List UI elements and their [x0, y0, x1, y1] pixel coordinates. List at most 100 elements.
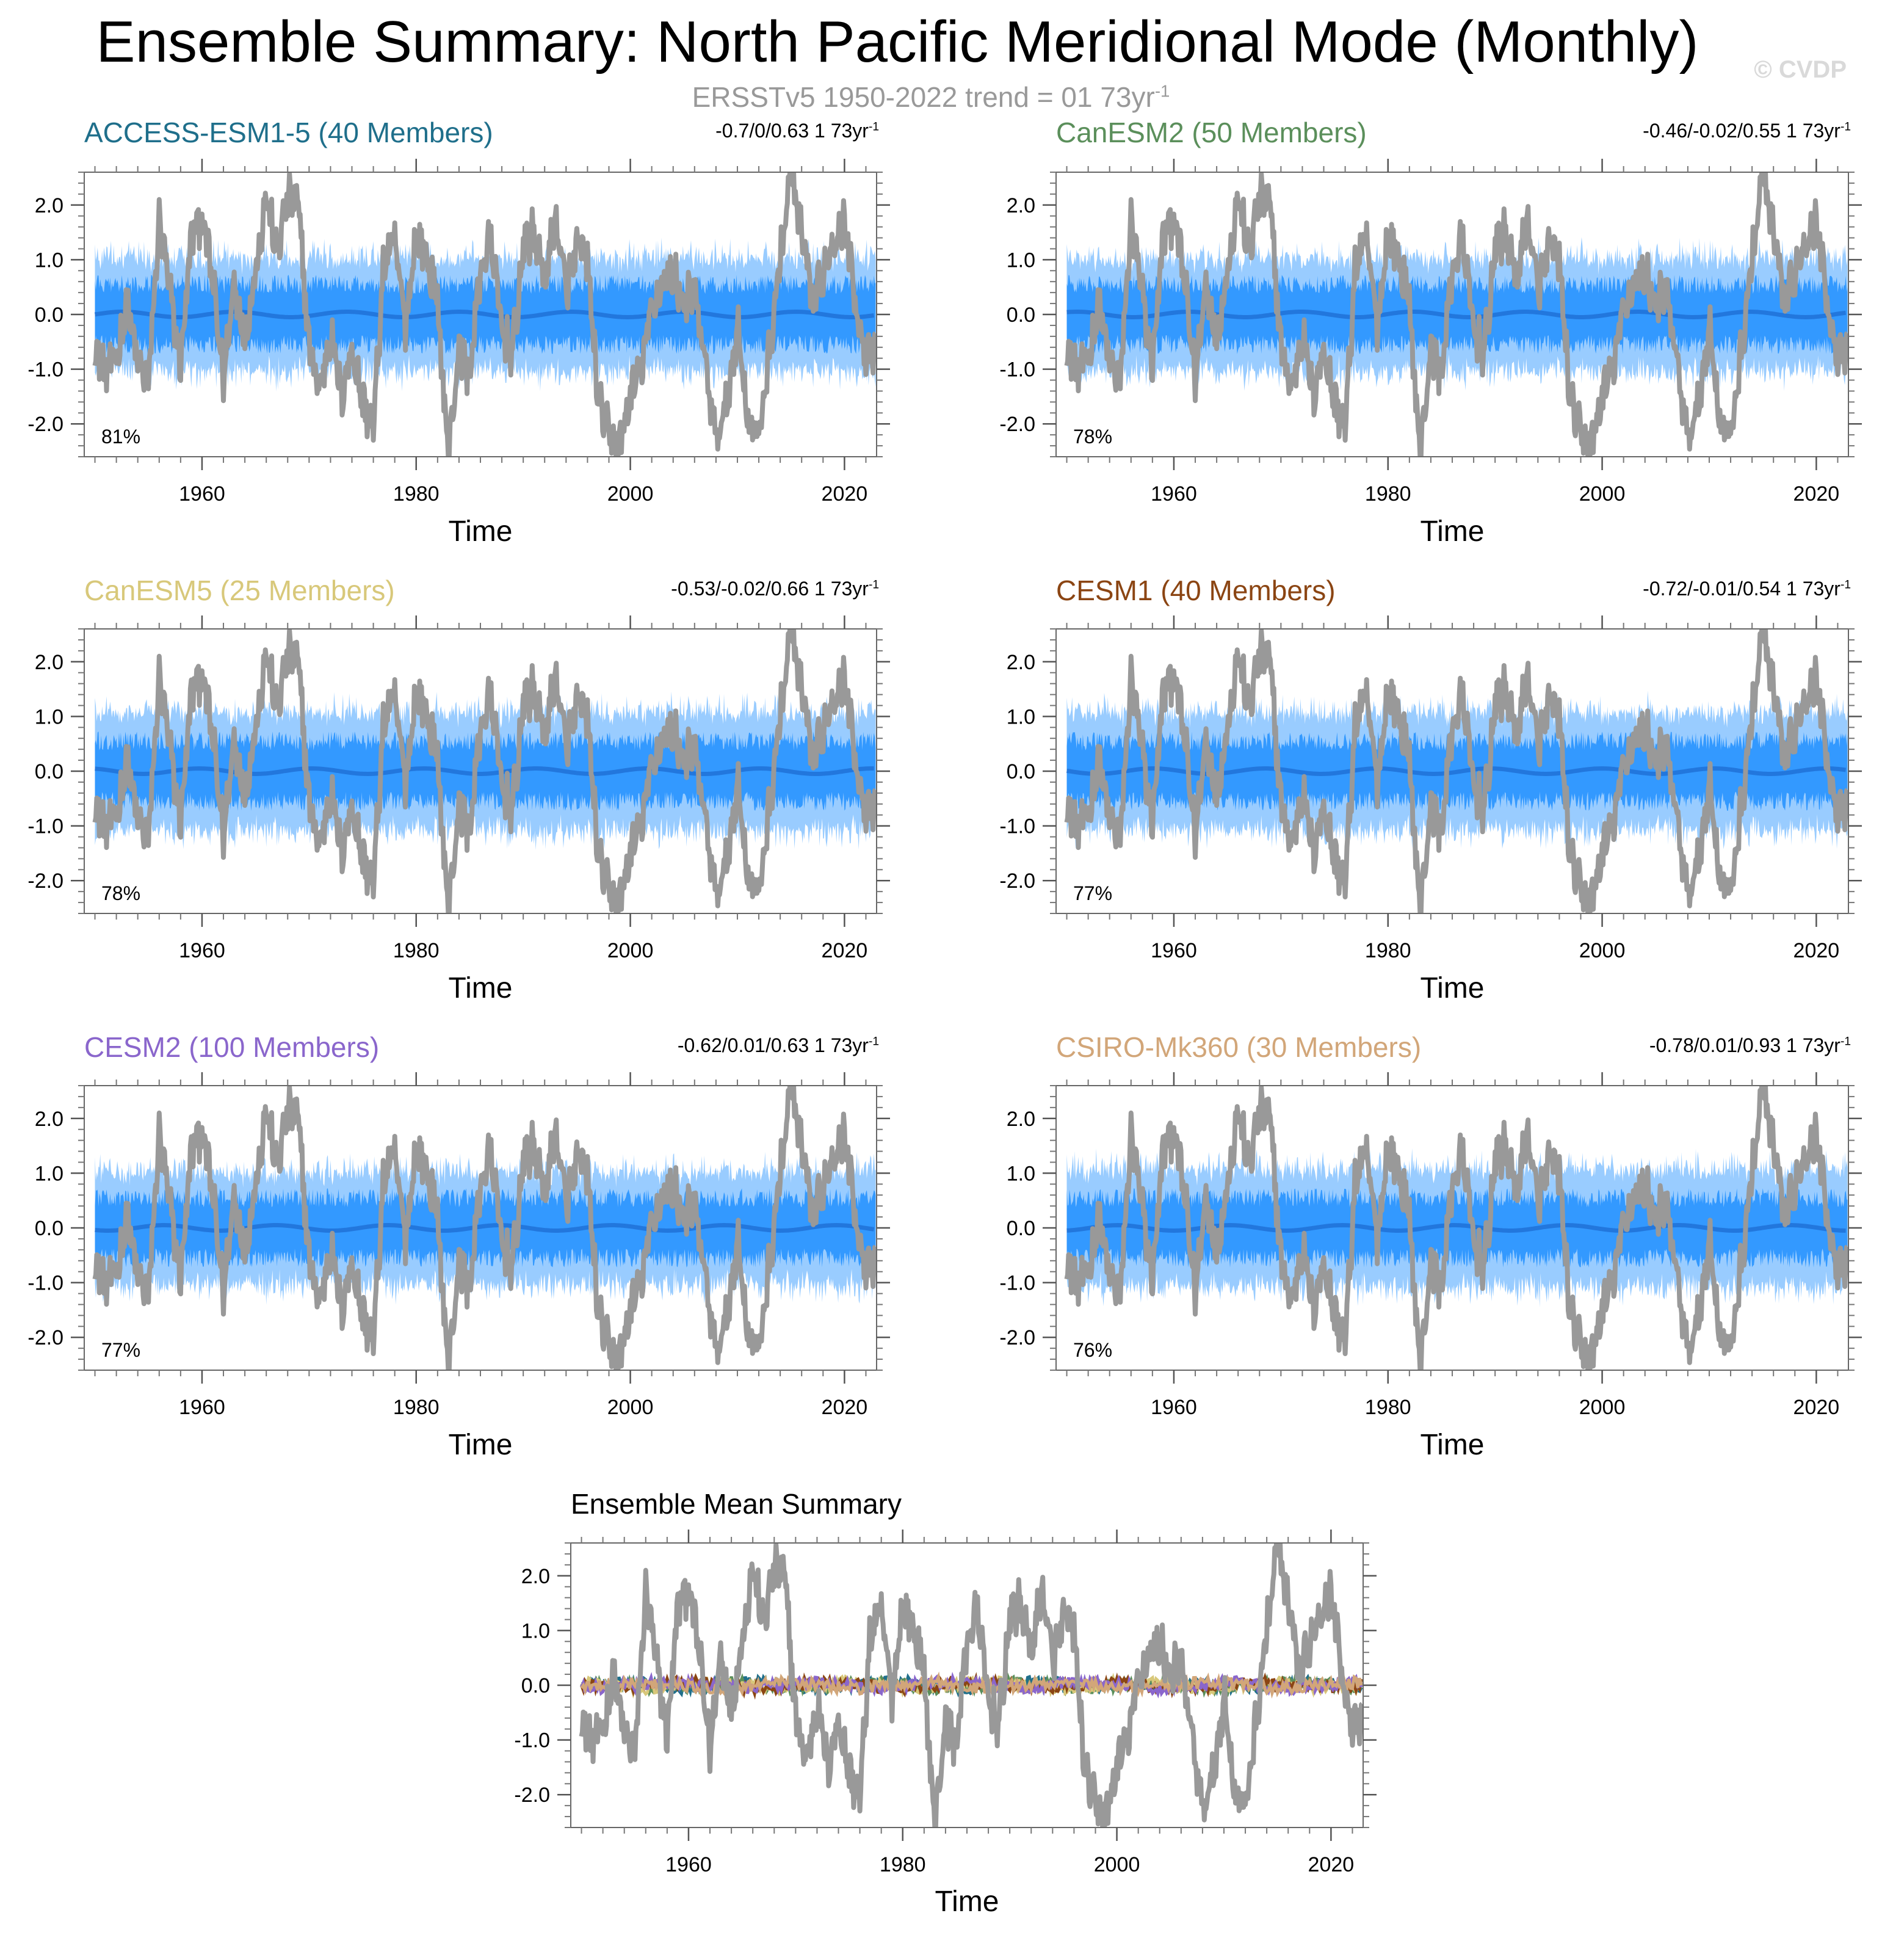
x-tick-label: 2000	[607, 1396, 654, 1419]
panel-stats: -0.7/0/0.63 1 73yr-1	[715, 120, 879, 142]
x-tick-label: 1980	[393, 939, 440, 962]
x-axis-title: Time	[449, 972, 513, 1004]
y-tick-label: 0.0	[35, 760, 63, 783]
y-tick-label: 2.0	[1007, 1108, 1035, 1131]
x-axis-title: Time	[449, 515, 513, 548]
panel-title: CSIRO-Mk360 (30 Members)	[1056, 1031, 1422, 1063]
y-tick-label: -2.0	[999, 869, 1035, 893]
panel-stats: -0.46/-0.02/0.55 1 73yr-1	[1643, 120, 1851, 142]
model-mean-line	[580, 1671, 1363, 1699]
y-tick-label: -2.0	[514, 1784, 550, 1807]
chart-panel-svg: 2.0 1.0 0.0 -1.0 -2.0 1960 1980 2000 2020 Time 77%	[999, 615, 1862, 1004]
y-tick-label: 2.0	[35, 651, 63, 674]
x-tick-label: 1980	[393, 482, 440, 506]
subtitle-exponent: -1	[1154, 81, 1170, 101]
y-tick-label: 1.0	[1007, 249, 1035, 272]
x-tick-label: 1980	[393, 1396, 440, 1419]
ensemble-mean-line	[1066, 309, 1847, 320]
y-tick-label: -1.0	[999, 358, 1035, 382]
x-tick-label: 2000	[1579, 1396, 1626, 1419]
y-tick-label: 1.0	[35, 705, 63, 728]
chart-panel-svg: 2.0 1.0 0.0 -1.0 -2.0 1960 1980 2000 2020 Time 78%	[27, 615, 890, 1004]
panel-title: CanESM5 (25 Members)	[84, 575, 395, 606]
y-tick-label: -2.0	[27, 869, 63, 893]
y-tick-label: 0.0	[35, 1217, 63, 1240]
panel-title: ACCESS-ESM1-5 (40 Members)	[84, 117, 493, 148]
panel-title: Ensemble Mean Summary	[571, 1488, 902, 1520]
stats-exponent: -1	[868, 578, 879, 592]
ensemble-mean-line	[95, 1222, 875, 1233]
ensemble-mean-line	[94, 309, 875, 320]
y-tick-label: -2.0	[27, 413, 63, 436]
percentage-label: 81%	[101, 426, 140, 448]
stats-text: -0.7/0/0.63 1 73yr	[715, 120, 869, 142]
subtitle-text: ERSSTv5 1950-2022 trend = 01 73yr	[692, 81, 1155, 113]
stats-exponent: -1	[1840, 578, 1851, 592]
x-tick-label: 1960	[179, 1396, 225, 1419]
ensemble-mean-line	[1066, 1222, 1846, 1233]
y-tick-label: -1.0	[27, 358, 63, 382]
x-tick-label: 2020	[822, 1396, 868, 1419]
percentage-label: 78%	[1073, 426, 1112, 448]
y-tick-label: -1.0	[27, 1272, 63, 1295]
stats-text: -0.78/0.01/0.93 1 73yr	[1649, 1034, 1840, 1056]
x-tick-label: 2020	[1793, 939, 1840, 962]
x-tick-label: 1960	[1151, 482, 1197, 506]
observed-series-line	[579, 1543, 1363, 1828]
panel-stats: -0.62/0.01/0.63 1 73yr-1	[678, 1034, 879, 1057]
stats-text: -0.62/0.01/0.63 1 73yr	[677, 1034, 869, 1056]
stats-text: -0.46/-0.02/0.55 1 73yr	[1643, 120, 1840, 142]
panel-stats: -0.53/-0.02/0.66 1 73yr-1	[671, 578, 879, 600]
stats-exponent: -1	[868, 120, 879, 134]
y-tick-label: 0.0	[1007, 760, 1035, 783]
x-tick-label: 2000	[1094, 1853, 1140, 1876]
x-tick-label: 1960	[1151, 1396, 1197, 1419]
panel-title: CESM1 (40 Members)	[1056, 575, 1336, 606]
percentage-label: 78%	[101, 882, 140, 904]
y-tick-label: -2.0	[999, 1326, 1035, 1349]
observed-series-line	[1064, 172, 1848, 457]
y-tick-label: -2.0	[999, 413, 1035, 436]
observed-series-line	[92, 629, 877, 913]
page-subtitle: ERSSTv5 1950-2022 trend = 01 73yr-1	[0, 81, 1862, 114]
y-tick-label: 1.0	[35, 1162, 63, 1185]
y-tick-label: 2.0	[1007, 651, 1035, 674]
y-tick-label: -1.0	[999, 815, 1035, 838]
x-tick-label: 1960	[665, 1853, 712, 1876]
ensemble-mean-line	[95, 766, 874, 777]
x-tick-label: 2000	[607, 939, 654, 962]
observed-series-line	[92, 172, 877, 457]
y-tick-label: -1.0	[27, 815, 63, 838]
page-title: Ensemble Summary: North Pacific Meridion…	[96, 9, 1699, 74]
chart-panel-svg: 2.0 1.0 0.0 -1.0 -2.0 1960 1980 2000 2020 Time 77%	[27, 1072, 890, 1461]
y-tick-label: 2.0	[521, 1565, 550, 1588]
percentage-label: 77%	[1073, 882, 1112, 904]
x-tick-label: 2020	[1308, 1853, 1355, 1876]
y-tick-label: 2.0	[35, 1108, 63, 1131]
y-tick-label: 1.0	[1007, 1162, 1035, 1185]
x-tick-label: 2020	[822, 939, 868, 962]
x-tick-label: 1980	[1365, 482, 1411, 506]
panel-stats: -0.72/-0.01/0.54 1 73yr-1	[1643, 578, 1851, 600]
stats-text: -0.72/-0.01/0.54 1 73yr	[1643, 578, 1840, 600]
watermark: © CVDP	[1754, 56, 1847, 83]
stats-text: -0.53/-0.02/0.66 1 73yr	[671, 578, 869, 600]
x-tick-label: 1960	[179, 939, 225, 962]
x-tick-label: 2020	[1793, 482, 1840, 506]
stats-exponent: -1	[1840, 120, 1851, 134]
panel-title: CESM2 (100 Members)	[84, 1031, 380, 1063]
chart-panel-svg: 2.0 1.0 0.0 -1.0 -2.0 1960 1980 2000 2020 Time 81%	[27, 159, 890, 548]
y-tick-label: 0.0	[1007, 303, 1035, 327]
y-tick-label: -1.0	[999, 1272, 1035, 1295]
x-tick-label: 1960	[1151, 939, 1197, 962]
chart-panel-svg: 2.0 1.0 0.0 -1.0 -2.0 1960 1980 2000 2020 Time 78%	[999, 159, 1862, 548]
chart-panel-svg: 2.0 1.0 0.0 -1.0 -2.0 1960 1980 2000 2020 Time	[514, 1530, 1377, 1918]
panel-stats: -0.78/0.01/0.93 1 73yr-1	[1649, 1034, 1851, 1057]
y-tick-label: -2.0	[27, 1326, 63, 1349]
chart-panel-svg: 2.0 1.0 0.0 -1.0 -2.0 1960 1980 2000 2020 Time 76%	[999, 1072, 1862, 1461]
x-tick-label: 2020	[1793, 1396, 1840, 1419]
stats-exponent: -1	[1840, 1035, 1851, 1048]
ensemble-mean-line	[1066, 766, 1847, 777]
panel-title: CanESM2 (50 Members)	[1056, 117, 1367, 148]
x-tick-label: 1980	[880, 1853, 926, 1876]
